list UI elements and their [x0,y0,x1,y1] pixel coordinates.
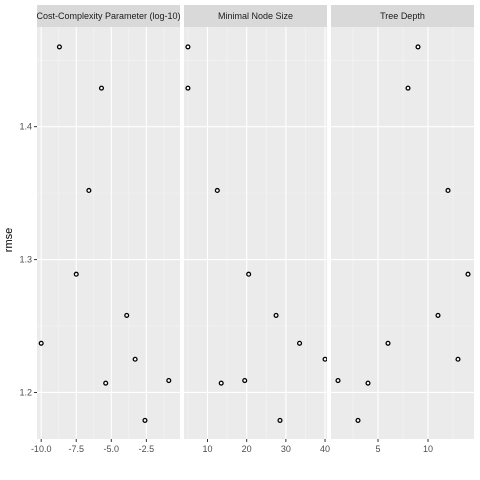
x-tick-label: 40 [320,444,330,454]
data-point [86,187,92,194]
data-point [185,85,191,91]
facet-strip-label: Minimal Node Size [218,11,293,21]
data-point [435,312,441,318]
data-point [365,380,371,386]
facet-panel: Tree Depth 5 10 [331,5,474,454]
facet-strip-label: Tree Depth [380,11,425,21]
panel-grid [331,27,474,439]
data-point [273,312,279,318]
facet-strip [331,5,474,27]
data-point [297,340,303,346]
data-point [185,44,191,50]
panel-grid [184,27,327,439]
data-point [415,44,421,50]
data-point [335,377,341,384]
data-point [322,356,327,362]
facet-strip-label: Cost-Complexity Parameter (log-10) [36,11,180,21]
panel-background [37,27,180,439]
data-point [277,417,283,423]
facet-panel: Minimal Node Size 10 20 30 40 [184,5,330,454]
points [185,44,327,423]
panel-grid [37,27,180,439]
data-point [166,377,172,384]
facet-strip [37,5,180,27]
data-point [73,271,79,277]
facet-strip [184,5,327,27]
data-point [385,340,391,346]
x-tick-label: 10 [423,444,433,454]
data-point [455,356,461,362]
x-tick-label: 10 [202,444,212,454]
data-point [355,417,361,423]
x-tick-label: -7.5 [68,444,84,454]
data-point [445,187,451,194]
x-tick-label: -5.0 [104,444,120,454]
data-point [218,380,224,386]
data-point [242,377,248,384]
x-tick-label: -10.0 [31,444,52,454]
points [335,44,471,423]
data-point [124,312,130,318]
data-point [246,271,252,277]
data-point [465,271,471,277]
facet-panels: Cost-Complexity Parameter (log-10) -10.0 -… [19,5,474,454]
data-point [98,85,105,91]
data-point [142,417,148,423]
x-tick-label: 30 [281,444,291,454]
y-tick-label: 1.4 [19,122,32,132]
y-tick-label: 1.2 [19,387,32,397]
data-point [38,340,44,346]
y-tick-label: 1.3 [19,255,32,265]
x-tick-label: 5 [375,444,380,454]
data-point [214,187,220,194]
data-point [132,356,138,362]
x-tick-label: 20 [242,444,252,454]
panel-background [331,27,474,439]
x-tick-label: -2.5 [139,444,155,454]
data-point [405,85,411,91]
y-axis-title: rmse [3,228,15,252]
facet-panel: Cost-Complexity Parameter (log-10) -10.0 -… [31,5,180,454]
points [38,44,172,423]
data-point [103,380,109,386]
data-point [56,44,62,50]
